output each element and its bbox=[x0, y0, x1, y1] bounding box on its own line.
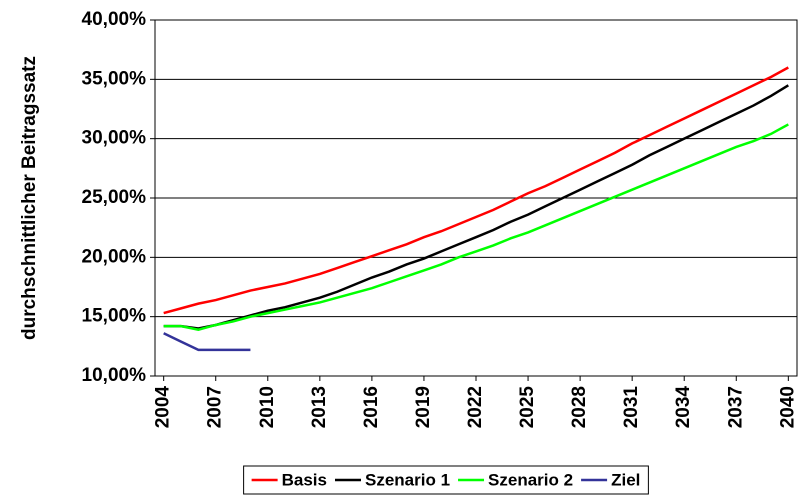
legend-label: Basis bbox=[282, 470, 327, 489]
x-tick-label: 2034 bbox=[673, 386, 694, 429]
x-tick-label: 2019 bbox=[413, 386, 434, 428]
x-tick-label: 2004 bbox=[153, 386, 174, 429]
y-axis-label: durchschnittlicher Beitragssatz bbox=[19, 56, 40, 340]
x-tick-label: 2040 bbox=[777, 386, 798, 428]
y-tick-label: 30,00% bbox=[82, 128, 147, 149]
series-line bbox=[163, 84, 789, 330]
y-tick-label: 35,00% bbox=[82, 68, 147, 89]
x-tick-label: 2013 bbox=[309, 386, 330, 428]
y-tick-label: 40,00% bbox=[82, 9, 147, 30]
series-line bbox=[163, 66, 789, 315]
y-tick-label: 20,00% bbox=[82, 246, 147, 267]
y-tick-label: 25,00% bbox=[82, 187, 147, 208]
x-tick-label: 2016 bbox=[361, 386, 382, 428]
x-tick-label: 2031 bbox=[621, 386, 642, 429]
x-tick-label: 2025 bbox=[517, 386, 538, 429]
legend-box bbox=[243, 465, 649, 495]
legend: Basis Szenario 1 Szenario 2 Ziel bbox=[243, 465, 649, 495]
y-tick-label: 10,00% bbox=[82, 365, 147, 386]
series-line bbox=[163, 332, 251, 352]
legend-label: Szenario 2 bbox=[488, 470, 573, 489]
x-tick-label: 2028 bbox=[569, 386, 590, 428]
x-tick-label: 2010 bbox=[257, 386, 278, 428]
legend-label: Ziel bbox=[611, 470, 640, 489]
series-line bbox=[163, 123, 789, 332]
x-tick-label: 2007 bbox=[205, 386, 226, 428]
x-tick-label: 2022 bbox=[465, 386, 486, 428]
x-tick-label: 2037 bbox=[725, 386, 746, 428]
legend-label: Szenario 1 bbox=[365, 470, 450, 489]
y-tick-label: 15,00% bbox=[82, 306, 147, 327]
